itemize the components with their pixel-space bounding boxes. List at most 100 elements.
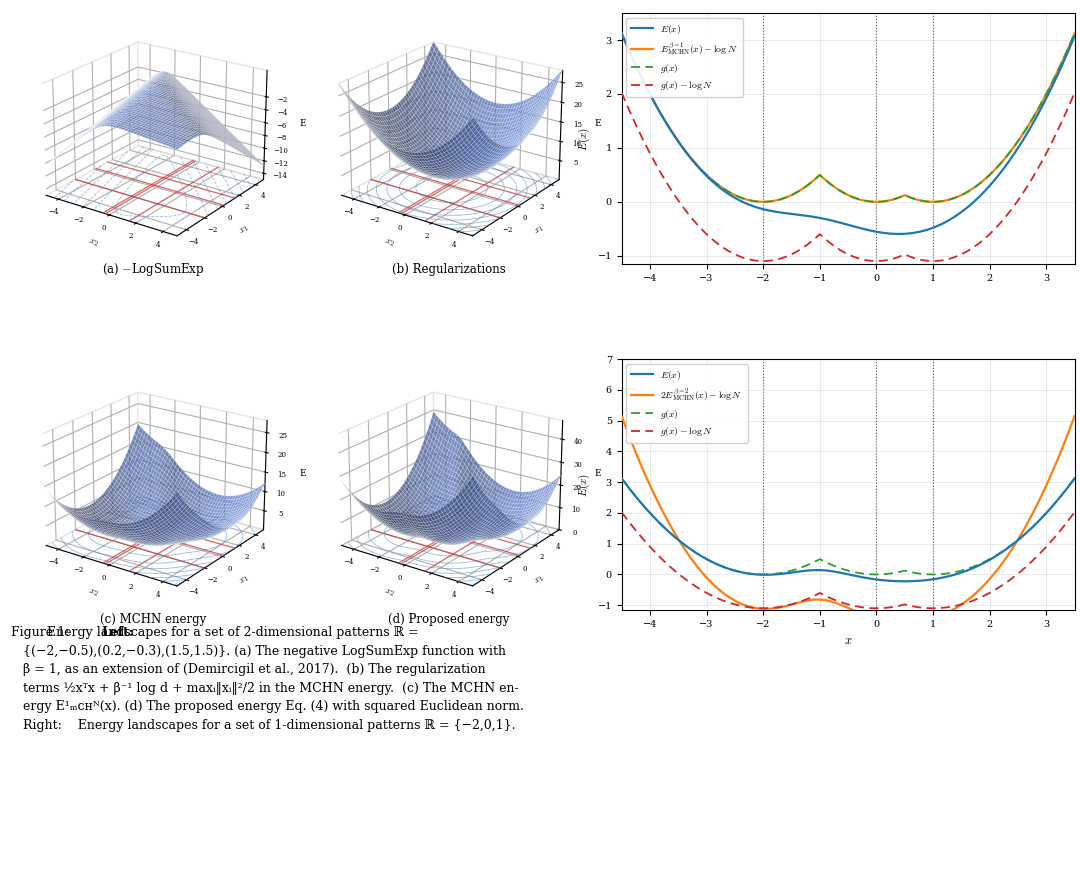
$g(x)-\log N$	[675, 571, 688, 581]
$g(x)-\log N$	[616, 507, 629, 517]
X-axis label: $x_2$: $x_2$	[383, 586, 395, 599]
$E(x)$	[691, 162, 704, 172]
$2E^{\beta=2}_{\mathrm{MCHN}}(x)-\log N$	[811, 594, 824, 605]
$2E^{\beta=2}_{\mathrm{MCHN}}(x)-\log N$	[691, 562, 704, 572]
$g(x)$	[768, 196, 781, 206]
Legend: $E(x)$, $2E^{\beta=2}_{\mathrm{MCHN}}(x)-\log N$, $g(x)$, $g(x)-\log N$: $E(x)$, $2E^{\beta=2}_{\mathrm{MCHN}}(x)…	[626, 364, 747, 443]
Line: $E(x)$: $E(x)$	[622, 33, 1075, 234]
$g(x)$	[853, 194, 866, 205]
Line: $E(x)$: $E(x)$	[622, 478, 1075, 581]
$g(x)$	[757, 197, 770, 207]
$2E^{\beta=2}_{\mathrm{MCHN}}(x)-\log N$	[1068, 411, 1080, 421]
$E(x)$	[616, 28, 629, 38]
Text: Left:: Left:	[102, 627, 134, 640]
$g(x)$	[863, 569, 876, 579]
$2E^{\beta=2}_{\mathrm{MCHN}}(x)-\log N$	[853, 607, 866, 618]
Text: (a) $-$LogSumExp: (a) $-$LogSumExp	[102, 261, 204, 278]
Line: $2E^{\beta=2}_{\mathrm{MCHN}}(x)-\log N$: $2E^{\beta=2}_{\mathrm{MCHN}}(x)-\log N$	[622, 416, 1075, 622]
Text: Figure 1:: Figure 1:	[11, 627, 73, 640]
$2E^{\beta=2}_{\mathrm{MCHN}}(x)-\log N$	[897, 617, 910, 628]
X-axis label: $x_2$: $x_2$	[87, 237, 99, 248]
Line: $E^{\beta=1}_{\mathrm{MCHN}}(x)-\log N$: $E^{\beta=1}_{\mathrm{MCHN}}(x)-\log N$	[622, 33, 1075, 202]
$g(x)-\log N$	[691, 220, 704, 231]
$E^{\beta=1}_{\mathrm{MCHN}}(x)-\log N$	[616, 28, 629, 38]
$g(x)-\log N$	[812, 230, 825, 240]
$2E^{\beta=2}_{\mathrm{MCHN}}(x)-\log N$	[863, 611, 876, 621]
Y-axis label: $x_1$: $x_1$	[238, 224, 251, 238]
$g(x)$	[616, 473, 629, 483]
$E(x)$	[768, 206, 781, 217]
$g(x)-\log N$	[768, 602, 781, 613]
$E(x)$	[863, 225, 876, 235]
$E(x)$	[897, 576, 910, 586]
$E(x)$	[863, 573, 876, 584]
$g(x)-\log N$	[812, 588, 825, 599]
Text: Energy landscapes for a set of 2-dimensional patterns ℝ =
   {(−2,−0.5),(0.2,−0.: Energy landscapes for a set of 2-dimensi…	[11, 627, 524, 732]
$E(x)$	[616, 473, 629, 483]
$g(x)-\log N$	[1068, 507, 1080, 517]
$g(x)$	[863, 196, 876, 206]
$E^{\beta=1}_{\mathrm{MCHN}}(x)-\log N$	[1068, 28, 1080, 38]
$g(x)$	[812, 171, 825, 182]
$g(x)-\log N$	[1068, 87, 1080, 98]
$E(x)$	[768, 569, 781, 579]
$g(x)$	[757, 569, 770, 579]
$g(x)$	[853, 568, 866, 579]
Y-axis label: $x_1$: $x_1$	[532, 224, 546, 238]
Line: $g(x)-\log N$: $g(x)-\log N$	[622, 93, 1075, 261]
X-axis label: $x$: $x$	[843, 635, 852, 647]
$g(x)$	[691, 161, 704, 171]
Y-axis label: $E(x)$: $E(x)$	[577, 473, 592, 496]
$g(x)$	[812, 555, 825, 565]
$E^{\beta=1}_{\mathrm{MCHN}}(x)-\log N$	[757, 197, 770, 207]
Y-axis label: $x_1$: $x_1$	[238, 574, 251, 587]
$E^{\beta=1}_{\mathrm{MCHN}}(x)-\log N$	[863, 196, 876, 206]
Line: $g(x)-\log N$: $g(x)-\log N$	[622, 512, 1075, 608]
$2E^{\beta=2}_{\mathrm{MCHN}}(x)-\log N$	[768, 603, 781, 614]
Text: (c) MCHN energy: (c) MCHN energy	[99, 614, 206, 627]
$g(x)$	[691, 549, 704, 559]
Legend: $E(x)$, $E^{\beta=1}_{\mathrm{MCHN}}(x)-\log N$, $g(x)$, $g(x)-\log N$: $E(x)$, $E^{\beta=1}_{\mathrm{MCHN}}(x)-…	[626, 18, 743, 97]
Line: $g(x)$: $g(x)$	[622, 478, 1075, 574]
$E(x)$	[853, 223, 866, 233]
$g(x)$	[616, 28, 629, 38]
$E^{\beta=1}_{\mathrm{MCHN}}(x)-\log N$	[675, 141, 688, 151]
Line: $g(x)$: $g(x)$	[622, 33, 1075, 202]
$g(x)-\log N$	[853, 601, 866, 612]
$g(x)-\log N$	[616, 87, 629, 98]
$g(x)-\log N$	[691, 583, 704, 593]
$E^{\beta=1}_{\mathrm{MCHN}}(x)-\log N$	[768, 196, 781, 206]
$E(x)$	[892, 229, 905, 239]
$g(x)$	[768, 569, 781, 579]
$g(x)-\log N$	[863, 255, 876, 266]
$g(x)-\log N$	[675, 200, 688, 211]
Text: (b) Regularizations: (b) Regularizations	[392, 263, 505, 276]
$g(x)$	[675, 538, 688, 548]
$E(x)$	[1068, 31, 1080, 41]
$E^{\beta=1}_{\mathrm{MCHN}}(x)-\log N$	[812, 171, 825, 182]
Y-axis label: $x_1$: $x_1$	[532, 574, 546, 587]
$E^{\beta=1}_{\mathrm{MCHN}}(x)-\log N$	[691, 161, 704, 171]
$g(x)-\log N$	[863, 603, 876, 614]
$E(x)$	[691, 549, 704, 559]
$g(x)-\log N$	[757, 256, 770, 267]
$2E^{\beta=2}_{\mathrm{MCHN}}(x)-\log N$	[616, 411, 629, 421]
$g(x)$	[1068, 473, 1080, 483]
$2E^{\beta=2}_{\mathrm{MCHN}}(x)-\log N$	[675, 539, 688, 550]
X-axis label: $x_2$: $x_2$	[87, 586, 99, 599]
$E(x)$	[1068, 473, 1080, 483]
$g(x)-\log N$	[853, 253, 866, 264]
$g(x)$	[675, 141, 688, 151]
$E(x)$	[853, 572, 866, 582]
X-axis label: $x_2$: $x_2$	[383, 237, 395, 248]
Text: (d) Proposed energy: (d) Proposed energy	[388, 614, 509, 627]
$E^{\beta=1}_{\mathrm{MCHN}}(x)-\log N$	[853, 194, 866, 205]
$E(x)$	[675, 538, 688, 548]
$E(x)$	[811, 212, 824, 223]
$E(x)$	[811, 565, 824, 575]
Y-axis label: $E(x)$: $E(x)$	[577, 127, 592, 150]
$g(x)-\log N$	[757, 603, 770, 614]
$g(x)$	[1068, 28, 1080, 38]
$g(x)-\log N$	[768, 254, 781, 265]
$E(x)$	[675, 142, 688, 152]
